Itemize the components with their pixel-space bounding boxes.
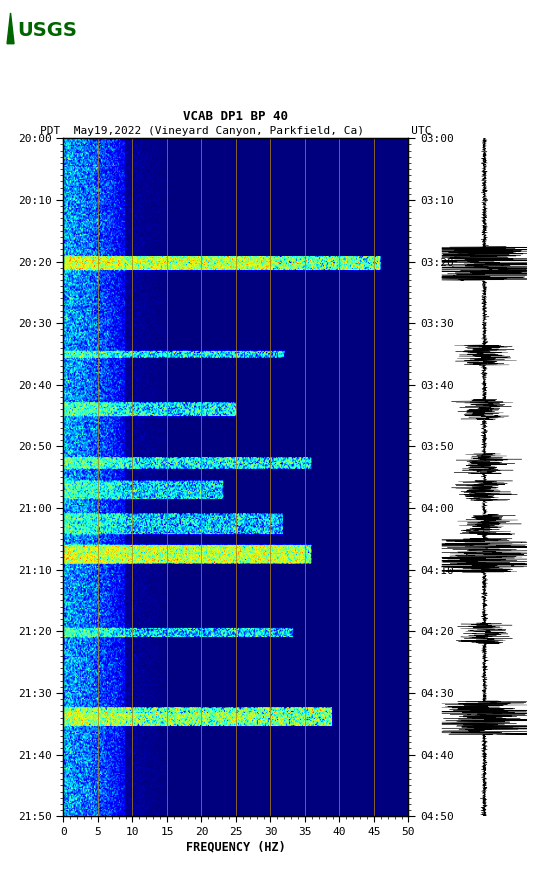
Text: VCAB DP1 BP 40: VCAB DP1 BP 40 [183, 110, 289, 123]
Text: USGS: USGS [17, 21, 77, 40]
X-axis label: FREQUENCY (HZ): FREQUENCY (HZ) [186, 841, 286, 854]
Text: PDT  May19,2022 (Vineyard Canyon, Parkfield, Ca)       UTC: PDT May19,2022 (Vineyard Canyon, Parkfie… [40, 126, 432, 136]
Polygon shape [7, 12, 14, 44]
